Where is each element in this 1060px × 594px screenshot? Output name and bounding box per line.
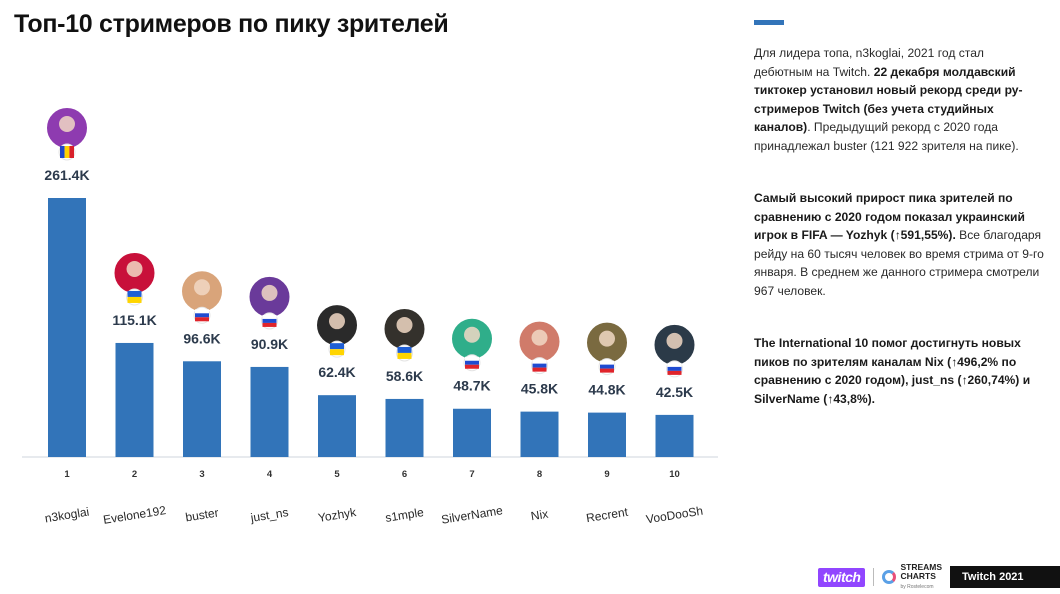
streams-charts-logo: STREAMS CHARTS by Rostelecom (900, 561, 943, 592)
category-label-3: buster (184, 505, 219, 524)
flag-stripe-3-7 (465, 364, 479, 369)
side-paragraph-1: Для лидера топа, n3koglai, 2021 год стал… (754, 44, 1044, 155)
avatar-face-VooDooSh (666, 332, 683, 349)
flag-stripe-1-4 (262, 314, 277, 319)
p2-text-a: Самый высокий прирост пика зрителей по с… (754, 191, 1025, 242)
avatar-face-buster (194, 279, 210, 296)
rank-label-2: 2 (132, 469, 137, 480)
avatar-face-Evelone192 (126, 260, 143, 277)
flag-stripe-1-1 (60, 146, 65, 158)
flag-stripe-1-6 (397, 346, 412, 353)
flag-stripe-2-5 (330, 349, 344, 356)
value-label-9: 44.8K (588, 382, 625, 398)
category-label-9: Recrent (585, 505, 629, 526)
rank-label-8: 8 (537, 469, 542, 480)
p1-text-b: 22 декабря молдавский тиктокер установил… (754, 64, 1023, 135)
streams-charts-sub: by Rostelecom (900, 583, 934, 590)
category-label-10: VooDooSh (645, 504, 704, 527)
value-label-3: 96.6K (183, 330, 220, 346)
bar-Recrent (588, 412, 626, 457)
rank-label-7: 7 (469, 469, 474, 480)
value-label-8: 45.8K (521, 381, 558, 397)
rank-label-1: 1 (64, 469, 70, 480)
bar-buster (183, 361, 221, 457)
flag-stripe-2-6 (397, 352, 412, 359)
avatar-face-Recrent (599, 330, 615, 347)
bar-Yozhyk (318, 395, 356, 457)
p1-text-a: Для лидера топа, n3koglai, 2021 год стал… (754, 46, 984, 79)
accent-bar (754, 20, 784, 25)
category-label-4: just_ns (249, 505, 290, 525)
flag-stripe-1-8 (532, 359, 547, 364)
p2-text-b: Все благодаря рейду на 60 тысяч человек … (754, 228, 1044, 298)
category-label-7: SilverName (440, 503, 504, 527)
bar-n3koglai (48, 198, 86, 457)
streams-charts-icon (882, 570, 897, 584)
flag-stripe-2-1 (64, 146, 70, 158)
avatar-face-SilverName (464, 326, 480, 343)
flag-stripe-3-10 (667, 370, 682, 375)
rank-label-9: 9 (604, 469, 609, 480)
flag-stripe-2-10 (667, 366, 682, 371)
side-paragraph-2: Самый высокий прирост пика зрителей по с… (754, 189, 1044, 300)
value-label-7: 48.7K (453, 378, 490, 394)
twitch-logo: twitch (818, 567, 866, 587)
avatar-face-just_ns (261, 284, 278, 301)
bar-chart: 261.4K 1 n3koglai 115.1K 2 Evelone192 96.6K 3 bu… (22, 106, 718, 527)
value-label-10: 42.5K (656, 384, 693, 400)
flag-stripe-1-3 (195, 309, 209, 314)
flag-stripe-3-9 (600, 368, 614, 373)
p1-text-c: . Предыдущий рекорд с 2020 года принадле… (754, 120, 1019, 153)
avatar-face-Nix (531, 329, 548, 346)
category-label-6: s1mple (384, 505, 425, 525)
flag-stripe-3-4 (262, 322, 277, 327)
value-label-2: 115.1K (112, 312, 156, 328)
flag-stripe-1-5 (330, 343, 344, 350)
flag-stripe-1-2 (127, 290, 142, 297)
flag-stripe-2-2 (127, 296, 142, 303)
avatar-face-s1mple (396, 316, 413, 333)
flag-stripe-2-3 (195, 313, 209, 318)
value-label-4: 90.9K (251, 336, 288, 352)
flag-stripe-3-8 (532, 367, 547, 372)
category-label-2: Evelone192 (102, 503, 167, 527)
bar-SilverName (453, 408, 491, 457)
streams-charts-line-1: STREAMS (900, 561, 943, 572)
streams-charts-line-2: CHARTS (900, 570, 936, 581)
value-label-6: 58.6K (386, 368, 423, 384)
rank-label-6: 6 (402, 469, 407, 480)
logo-separator (873, 568, 875, 586)
flag-stripe-2-8 (532, 363, 547, 368)
rank-label-5: 5 (334, 469, 340, 480)
flag-stripe-3-1 (69, 146, 74, 158)
avatar-face-Yozhyk (329, 313, 345, 330)
side-paragraph-3: The International 10 помог достигнуть но… (754, 336, 1031, 406)
flag-stripe-1-9 (600, 360, 614, 365)
page-title: Топ-10 стримеров по пику зрителей (14, 10, 449, 38)
flag-stripe-1-7 (465, 356, 479, 361)
category-label-8: Nix (530, 507, 549, 524)
footer-logos: twitch STREAMS CHARTS by Rostelecom (818, 562, 942, 590)
flag-stripe-3-3 (195, 317, 209, 322)
category-label-1: n3koglai (44, 505, 90, 526)
rank-label-3: 3 (199, 469, 204, 480)
rank-label-10: 10 (669, 469, 680, 480)
value-label-1: 261.4K (44, 167, 89, 183)
bar-just_ns (250, 366, 289, 457)
bar-Nix (520, 411, 559, 457)
rank-label-4: 4 (267, 469, 273, 480)
category-label-5: Yozhyk (317, 505, 358, 525)
bar-VooDooSh (655, 414, 694, 457)
bar-Evelone192 (115, 342, 154, 457)
bar-s1mple (385, 398, 424, 457)
value-label-5: 62.4K (318, 364, 355, 380)
flag-stripe-2-7 (465, 360, 479, 365)
avatar-face-n3koglai (59, 116, 75, 132)
flag-stripe-1-10 (667, 362, 682, 367)
flag-stripe-2-4 (262, 318, 277, 323)
platform-year-badge: Twitch 2021 (950, 566, 1060, 588)
flag-stripe-2-9 (600, 364, 614, 369)
